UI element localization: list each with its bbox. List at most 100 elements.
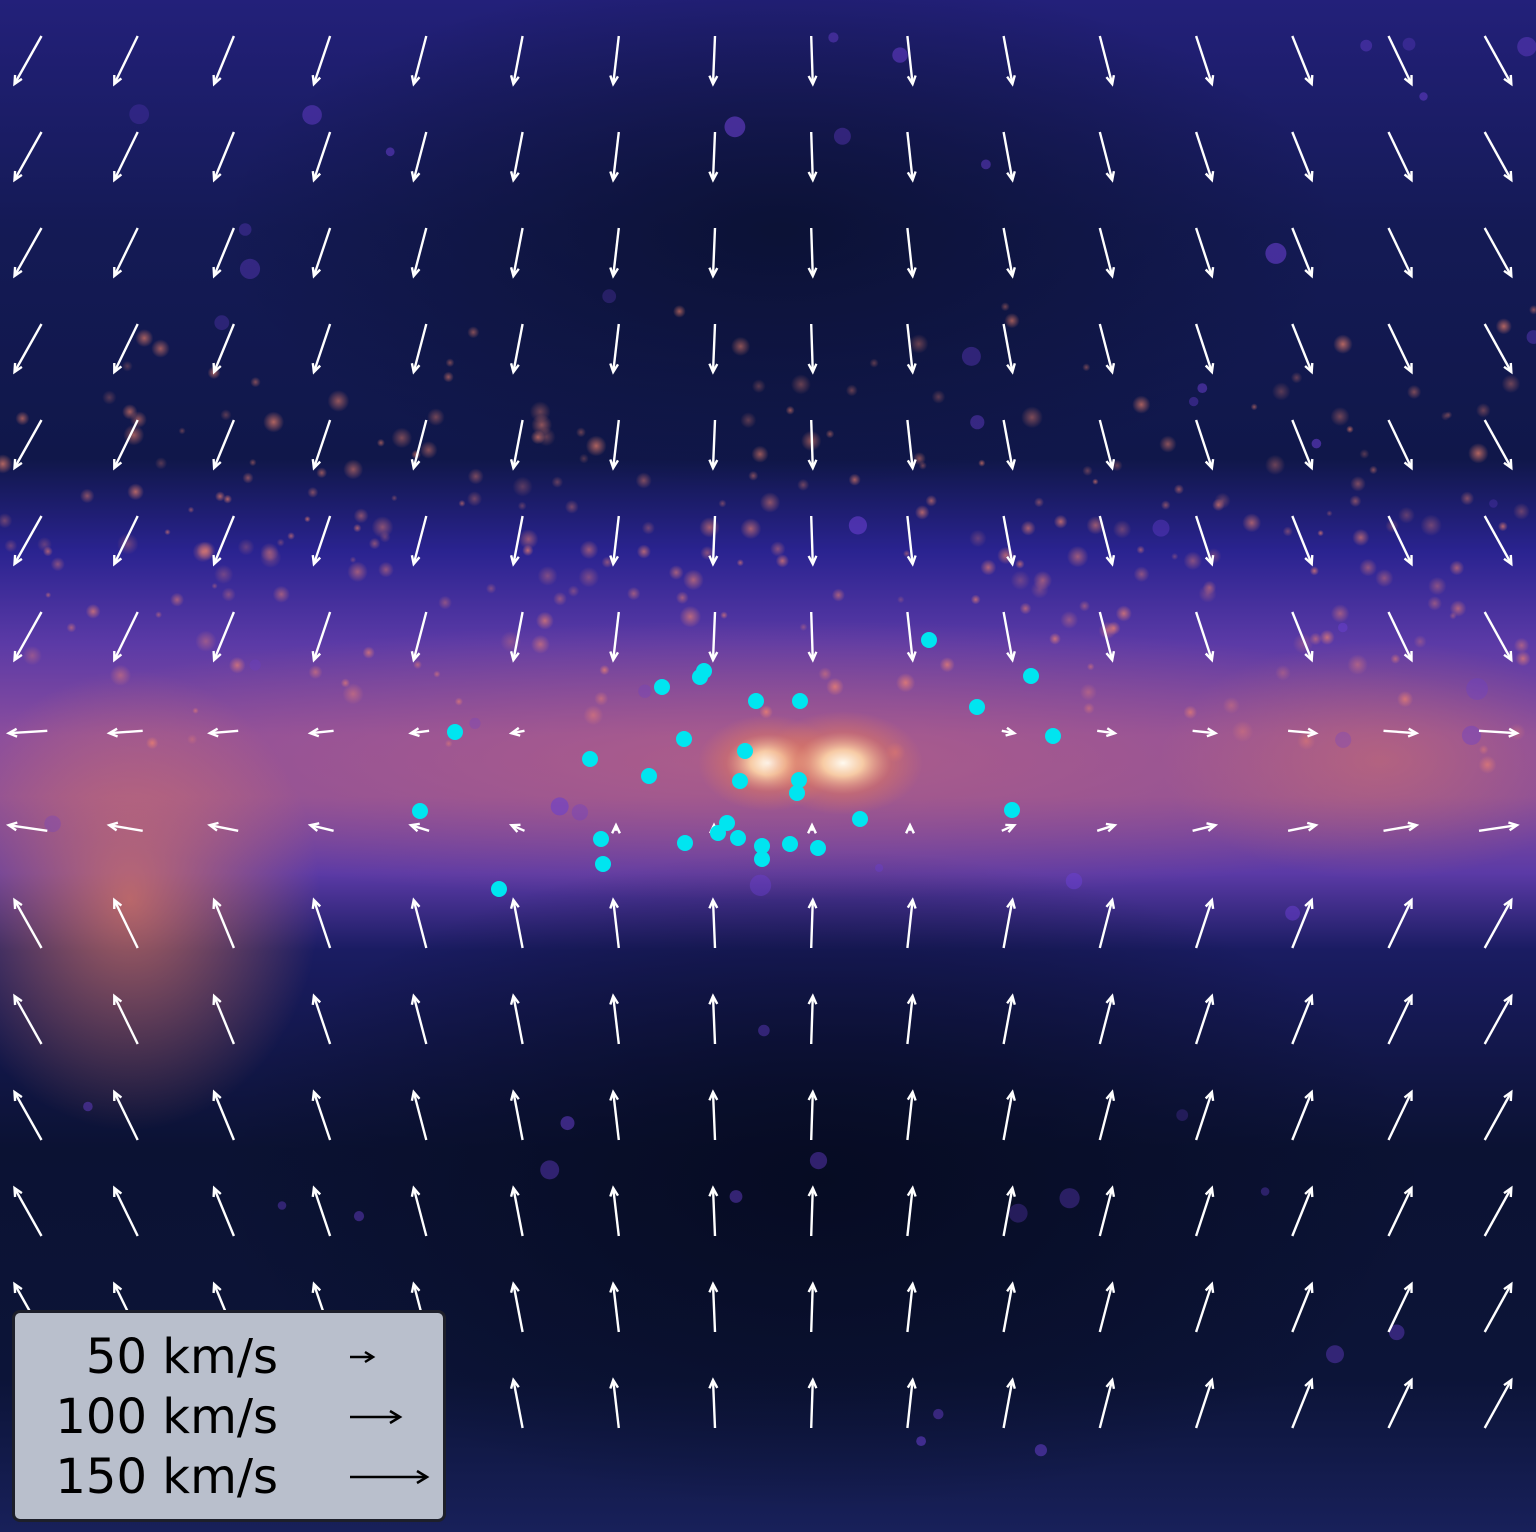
arrow-shaft [412,35,428,85]
arrow-shaft [906,1187,914,1237]
density-speck [560,1116,575,1131]
density-speck [1420,514,1442,537]
velocity-arrow [1383,727,1420,738]
arrow-shaft [1002,899,1014,949]
arrow-head [408,822,420,833]
density-speck [340,678,350,688]
arrow-shaft [612,899,620,949]
arrow-shaft [312,419,332,469]
legend-label-150: 150 km/s [55,1449,278,1505]
arrow-head [410,266,421,279]
density-speck [391,494,398,502]
velocity-arrow [1483,1089,1513,1141]
velocity-arrow [1098,35,1116,87]
arrow-head [13,554,23,567]
density-speck [1079,600,1090,612]
velocity-arrow [1291,323,1314,375]
density-speck [1449,560,1465,576]
arrow-head [509,993,520,1006]
density-speck [909,334,929,354]
arrow-head [212,1281,222,1294]
velocity-arrow [1291,1377,1314,1429]
velocity-arrow [113,897,139,949]
density-speck [675,591,689,605]
velocity-arrow [307,822,334,832]
velocity-arrow [311,897,332,949]
density-speck [736,559,744,567]
arrow-head [708,1185,719,1197]
arrow-head [1503,362,1513,375]
arrow-shaft [412,515,428,565]
arrow-shaft [512,1283,524,1333]
density-speck [729,1190,743,1203]
velocity-arrow [1192,727,1219,738]
velocity-arrow [13,897,43,949]
arrow-head [807,1281,818,1293]
galaxy-marker [921,632,937,648]
legend-arrow-100-icon [350,1409,403,1425]
arrow-shaft [810,1379,814,1429]
velocity-arrow [509,227,524,279]
density-speck [1060,610,1079,629]
arrow-shaft [212,419,236,469]
legend-row-150: 150 km/s [15,1447,443,1507]
arrow-shaft [113,899,139,949]
density-speck [50,557,65,572]
galaxy-markers [412,632,1061,897]
velocity-arrow [13,131,43,183]
velocity-arrow [708,515,719,567]
density-speck [1059,1188,1080,1209]
velocity-arrow [1194,419,1215,471]
velocity-arrow [1002,515,1016,567]
density-speck [1402,37,1416,51]
density-speck [848,516,868,535]
arrow-shaft [512,1187,524,1237]
galaxy-marker [710,825,726,841]
density-speck [969,529,987,548]
arrow-head [1204,993,1215,1006]
density-speck [1359,558,1377,577]
density-speck [540,1160,560,1180]
density-speck [467,468,484,485]
density-speck [1517,37,1536,57]
arrow-shaft [312,35,332,85]
density-speck [102,390,117,405]
density-speck [517,501,527,511]
arrow-shaft [113,611,139,661]
density-speck [679,605,702,628]
density-speck [349,556,357,564]
galaxy-marker [748,693,764,709]
velocity-arrow [509,515,524,567]
density-speck [0,513,13,529]
velocity-arrow [807,1089,818,1141]
lower-void [220,850,1420,1510]
arrow-head [509,1089,520,1102]
arrow-head [807,651,818,663]
velocity-arrow [410,227,428,279]
arrow-head [708,1377,719,1389]
galaxy-marker [852,811,868,827]
arrow-head [906,993,917,1005]
velocity-arrow [708,1281,719,1333]
velocity-arrow [609,131,620,183]
density-speck [1053,514,1068,529]
arrow-head [212,650,222,663]
velocity-arrow [1098,131,1116,183]
velocity-arrow [212,611,236,663]
density-specks [0,32,1536,1457]
velocity-arrow [13,227,43,279]
density-speck [378,561,394,578]
density-speck [1397,691,1414,708]
density-speck [485,583,497,594]
velocity-arrow [1291,419,1314,471]
velocity-arrow [1387,131,1413,183]
velocity-arrow [212,35,236,87]
galaxy-marker [412,803,428,819]
density-speck [981,159,991,170]
arrow-shaft [612,227,620,277]
density-speck [249,458,257,467]
density-speck [718,499,727,508]
density-speck [978,459,986,467]
arrow-head [1403,459,1413,471]
arrow-shaft [13,35,43,85]
